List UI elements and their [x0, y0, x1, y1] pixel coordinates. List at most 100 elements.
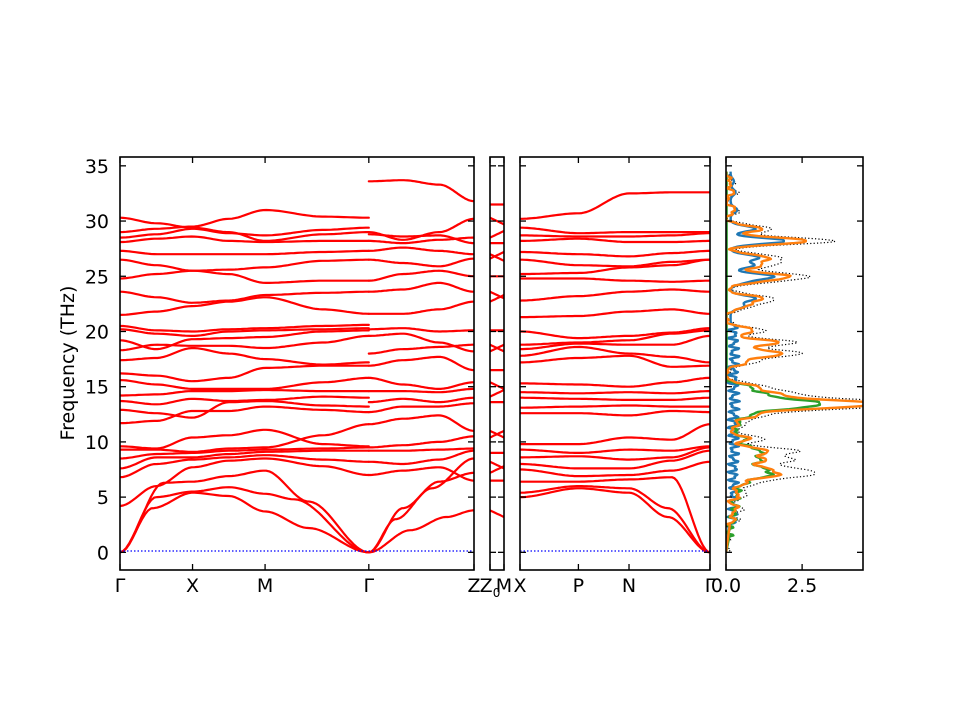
band-curves-panel-2 — [490, 203, 504, 519]
dos-panel — [725, 156, 864, 571]
phonon-band — [490, 250, 504, 260]
phonon-band — [490, 343, 504, 353]
phonon-band — [367, 343, 474, 355]
phonon-band — [520, 390, 710, 395]
y-tick-label: 20 — [85, 321, 109, 343]
dos-panel-frame — [725, 156, 864, 571]
phonon-band — [520, 191, 710, 220]
phonon-band — [120, 290, 370, 304]
phonon-band — [367, 269, 474, 282]
phonon-band — [120, 327, 370, 337]
x-tick-labels: Γ X M Γ Z Z0M X P N Γ0.0 2.5 — [115, 575, 818, 600]
phonon-band — [520, 232, 710, 238]
panel-2-frame — [489, 156, 505, 571]
x-tick-label: M — [496, 575, 512, 597]
phonon-band — [120, 226, 370, 239]
phonon-band — [120, 446, 370, 460]
phonon-band — [120, 376, 370, 390]
phonon-band — [120, 323, 370, 333]
phonon-band — [520, 423, 710, 446]
phonon-band — [120, 469, 370, 554]
phonon-band — [367, 396, 474, 404]
phonon-band — [367, 414, 474, 432]
phonon-band — [490, 509, 504, 519]
phonon-band — [120, 423, 370, 453]
phonon-band — [490, 381, 504, 390]
phonon-band — [520, 485, 710, 554]
phonon-band — [520, 249, 710, 258]
x-tick-label: N — [622, 575, 636, 597]
band-panel-3 — [519, 156, 711, 571]
phonon-band — [367, 217, 474, 241]
dos-partial-curve-green — [726, 171, 822, 553]
phonon-band — [120, 208, 370, 234]
phonon-band — [120, 329, 370, 351]
band-curves-panel-1 — [120, 179, 474, 554]
phonon-band — [520, 449, 710, 470]
phonon-band — [120, 364, 370, 383]
phonon-band — [120, 491, 370, 554]
phonon-band — [520, 308, 710, 319]
phonon-band — [367, 327, 474, 333]
y-tick-label: 30 — [85, 211, 109, 233]
phonon-band — [367, 246, 474, 256]
phonon-band — [367, 387, 474, 394]
phonon-band — [120, 449, 370, 470]
phonon-band — [490, 460, 504, 470]
phonon-band — [520, 476, 710, 554]
phonon-band — [520, 396, 710, 401]
phonon-band — [520, 487, 710, 554]
phonon-band — [520, 354, 710, 368]
y-tick-label: 10 — [85, 432, 109, 454]
phonon-band — [120, 249, 370, 256]
phonon-band — [367, 449, 474, 466]
panel-3-ticks — [519, 157, 711, 570]
phonon-band — [490, 229, 504, 239]
phonon-band — [520, 258, 710, 268]
phonon-band — [367, 435, 474, 449]
phonon-band — [367, 179, 474, 203]
band-panel-1 — [119, 156, 475, 571]
phonon-band — [520, 226, 710, 235]
phonon-band — [520, 277, 710, 283]
panel-1-ticks — [119, 157, 475, 570]
y-tick-labels: 0 5 10 15 20 25 30 35 — [85, 156, 109, 564]
phonon-band — [120, 405, 370, 425]
phonon-band — [520, 237, 710, 244]
phonon-band — [120, 457, 370, 508]
phonon-band — [490, 388, 504, 398]
phonon-band — [520, 345, 710, 364]
phonon-band — [120, 428, 370, 450]
x-tick-label: Γ — [705, 575, 716, 597]
x-tick-label: Z — [467, 575, 480, 597]
dos-partial-curve-orange — [726, 171, 863, 553]
phonon-band — [520, 258, 710, 276]
phonon-band — [367, 509, 474, 554]
phonon-band — [367, 281, 474, 293]
phonon-band — [520, 460, 710, 478]
phonon-band — [120, 235, 370, 244]
y-tick-label: 0 — [97, 542, 109, 564]
band-curves-panel-3 — [520, 191, 710, 554]
phonon-band — [367, 257, 474, 268]
x-tick-label: P — [573, 575, 584, 597]
phonon-band — [367, 332, 474, 353]
phonon-band — [120, 454, 370, 479]
x-tick-label: Γ — [115, 575, 126, 597]
phonon-band — [490, 429, 504, 439]
phonon-band — [520, 409, 710, 417]
panel-3-frame — [519, 156, 711, 571]
phonon-band — [367, 355, 474, 372]
phonon-band — [520, 445, 710, 454]
y-tick-label: 15 — [85, 377, 109, 399]
phonon-band — [120, 296, 370, 316]
phonon-band — [120, 216, 370, 242]
phonon-band — [520, 404, 710, 409]
phonon-band — [367, 300, 474, 315]
phonon-band — [367, 466, 474, 482]
phonon-band — [120, 395, 370, 406]
phonon-band — [520, 329, 710, 346]
dos-panel-ticks — [725, 157, 863, 570]
dos-curves — [726, 171, 863, 553]
phonon-band — [490, 290, 504, 300]
